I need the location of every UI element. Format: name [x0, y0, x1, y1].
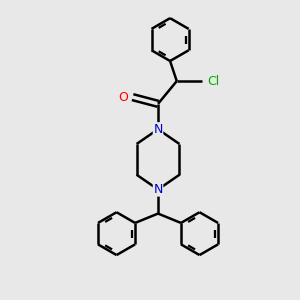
Text: O: O [118, 91, 128, 103]
Text: Cl: Cl [207, 75, 219, 88]
Text: N: N [153, 123, 163, 136]
Text: N: N [153, 183, 163, 196]
